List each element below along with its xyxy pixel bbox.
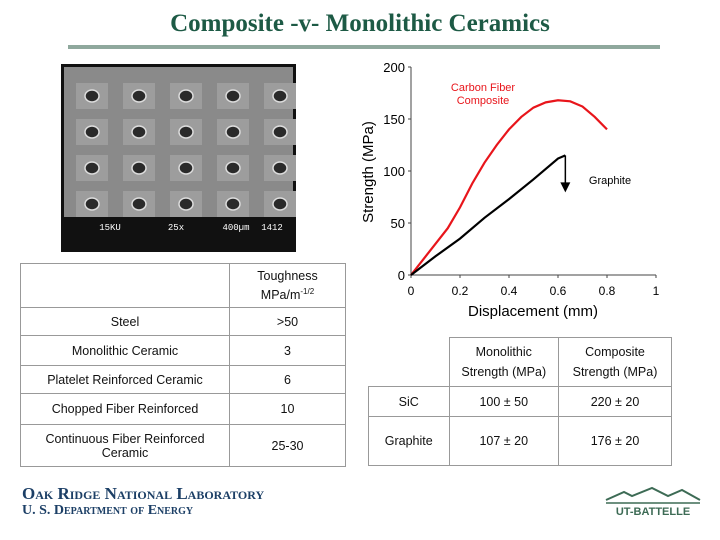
pore: [272, 197, 288, 211]
lab-name: Oak Ridge National Laboratory: [22, 484, 265, 503]
table-row: Chopped Fiber Reinforced 10: [20, 393, 346, 425]
table-row: Graphite 107 ± 20 176 ± 20: [368, 416, 672, 466]
title-rule: [68, 45, 660, 49]
table-cell: Platelet Reinforced Ceramic: [20, 365, 230, 394]
pore: [131, 89, 147, 103]
table-row: Platelet Reinforced Ceramic 6: [20, 365, 346, 394]
y-tick-label: 50: [391, 216, 405, 231]
drop-arrow-head: [560, 182, 571, 193]
logo-text: UT-BATTELLE: [616, 506, 690, 518]
series-label: Graphite: [588, 175, 632, 187]
unit: MPa/m: [260, 288, 301, 303]
x-tick-label: 0: [408, 284, 415, 298]
x-tick-label: 0.2: [452, 284, 469, 298]
pore: [84, 197, 100, 211]
pore: [272, 161, 288, 175]
pore: [131, 197, 147, 211]
pore: [178, 161, 194, 175]
table-cell: Continuous Fiber Reinforced Ceramic: [20, 424, 230, 467]
y-axis-label: Strength (MPa): [360, 121, 377, 223]
header-cell: Monolithic Strength (MPa): [448, 337, 560, 387]
y-tick-label: 0: [398, 268, 405, 283]
pore: [84, 125, 100, 139]
pore: [84, 161, 100, 175]
table-row: Steel >50: [20, 307, 346, 336]
table-cell: Monolithic Ceramic: [20, 335, 230, 366]
table-cell: 107 ± 20: [448, 416, 560, 466]
x-tick-label: 0.6: [550, 284, 567, 298]
table-cell: 10: [229, 393, 346, 425]
x-tick-label: 1: [653, 284, 660, 298]
slide-title: Composite -v- Monolithic Ceramics: [170, 10, 550, 37]
logo-mountains: [605, 486, 701, 501]
series-line: [410, 154, 566, 276]
pore: [131, 125, 147, 139]
header-text: Toughness: [257, 268, 318, 283]
table-cell: >50: [229, 307, 346, 336]
toughness-table: Toughness MPa/m-1/2 Steel >50 Monolithic C…: [20, 263, 346, 467]
y-tick-label: 150: [383, 112, 405, 127]
series-line: [410, 99, 608, 276]
table-cell: 6: [229, 365, 346, 394]
x-tick-label: 0.8: [599, 284, 616, 298]
pore: [225, 125, 241, 139]
x-axis-label: Displacement (mm): [468, 303, 598, 320]
header-cell: Toughness MPa/m-1/2: [229, 263, 346, 308]
pore: [178, 197, 194, 211]
y-tick-label: 100: [383, 164, 405, 179]
pore: [225, 197, 241, 211]
table-row: Monolithic Ceramic 3: [20, 335, 346, 366]
micrograph: 15KU 25x 400µm 1412: [61, 64, 296, 252]
table-cell: 176 ± 20: [558, 416, 672, 466]
table-cell: Steel: [20, 307, 230, 336]
strength-table: Monolithic Strength (MPa) Composite Stren…: [368, 337, 672, 466]
table-cell: 25-30: [229, 424, 346, 467]
pore: [225, 89, 241, 103]
header-cell: Composite Strength (MPa): [558, 337, 672, 387]
table-cell: Graphite: [368, 416, 450, 466]
table-row: Continuous Fiber Reinforced Ceramic 25-30: [20, 424, 346, 467]
table-cell: Chopped Fiber Reinforced: [20, 393, 230, 425]
scale-bar-label: 15KU: [99, 223, 121, 233]
y-tick-label: 200: [383, 60, 405, 75]
table-cell: 3: [229, 335, 346, 366]
pore: [178, 89, 194, 103]
pore: [272, 125, 288, 139]
table-cell: 100 ± 50: [448, 386, 560, 417]
table-row: SiC 100 ± 50 220 ± 20: [368, 386, 672, 417]
blank-cell: [20, 263, 230, 308]
pore: [272, 89, 288, 103]
blank-cell: [368, 337, 450, 387]
scale-bar-label: 400µm: [222, 223, 249, 233]
series-label: Carbon Fiber Composite: [450, 82, 516, 107]
scale-bar-label: 25x: [168, 223, 184, 233]
pore: [131, 161, 147, 175]
department: U. S. Department of Energy: [22, 503, 194, 518]
pore: [178, 125, 194, 139]
x-tick-label: 0.4: [501, 284, 518, 298]
table-cell: SiC: [368, 386, 450, 417]
pore: [225, 161, 241, 175]
header-unit: MPa/m-1/2: [234, 287, 341, 302]
scale-bar-label: 1412: [261, 223, 283, 233]
unit-exponent: -1/2: [300, 286, 315, 296]
table-cell: 220 ± 20: [558, 386, 672, 417]
pore: [84, 89, 100, 103]
